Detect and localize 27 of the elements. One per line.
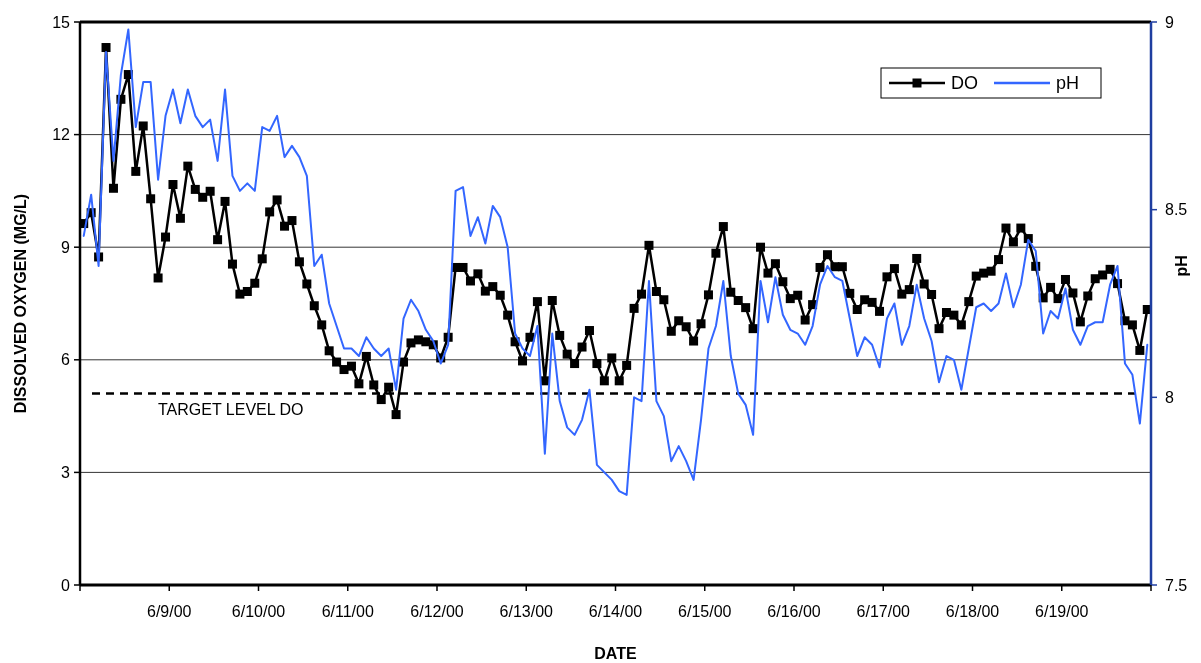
legend-label: DO: [951, 73, 978, 94]
ref-line-label: TARGET LEVEL DO: [158, 400, 304, 418]
y-tick-label: 9: [61, 238, 71, 256]
y-axis-title: DISSOLVED OXYGEN (MG/L): [12, 193, 29, 414]
y2-tick-label: 7.5: [1165, 576, 1188, 594]
x-tick-label: 6/19/00: [1035, 603, 1089, 620]
y2-tick-label: 8: [1165, 388, 1174, 406]
x-tick-label: 6/14/00: [588, 603, 643, 620]
y2-tick-label: 8.5: [1165, 201, 1188, 219]
x-tick-label: 6/12/00: [410, 603, 464, 620]
y-tick-label: 3: [61, 464, 71, 481]
x-tick-label: 6/10/00: [231, 603, 286, 620]
y-tick-label: 0: [61, 576, 71, 594]
y2-axis-title: pH: [1173, 255, 1190, 277]
x-tick-label: 6/18/00: [945, 603, 1000, 620]
x-tick-label: 6/16/00: [767, 603, 821, 620]
x-tick-label: 6/11/00: [321, 603, 374, 620]
x-tick-label: 6/13/00: [499, 603, 554, 620]
x-axis-title: DATE: [594, 645, 638, 662]
y-tick-label: 15: [52, 13, 71, 31]
x-tick-label: 6/15/00: [678, 603, 732, 620]
legend-label: pH: [1056, 73, 1080, 94]
y-tick-label: 12: [52, 126, 71, 144]
x-tick-label: 6/17/00: [856, 603, 911, 620]
y2-tick-label: 9: [1165, 13, 1174, 31]
y-tick-label: 6: [61, 351, 71, 369]
x-tick-label: 6/9/00: [147, 603, 192, 620]
